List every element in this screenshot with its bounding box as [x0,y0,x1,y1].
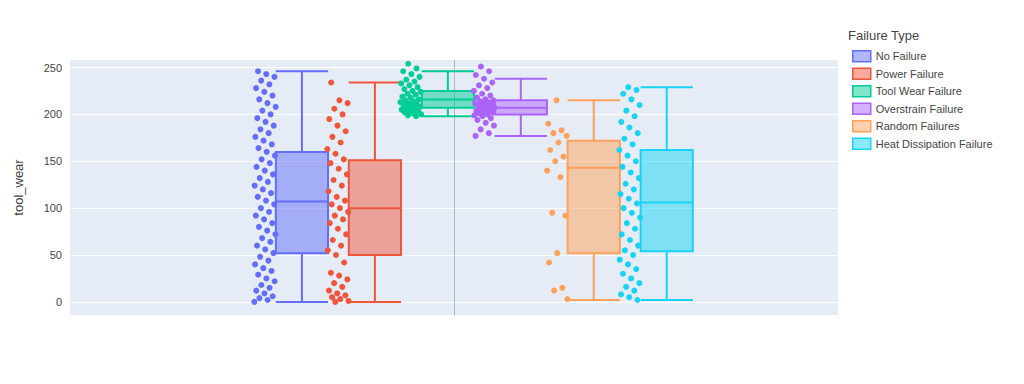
svg-text:Random Failures: Random Failures [876,120,960,132]
svg-text:Power Failure: Power Failure [876,68,944,80]
svg-text:Heat Dissipation Failure: Heat Dissipation Failure [876,138,993,150]
svg-text:Overstrain Failure: Overstrain Failure [876,103,963,115]
svg-text:50: 50 [50,249,62,261]
svg-text:0: 0 [56,296,62,308]
svg-text:Failure Type: Failure Type [848,28,919,43]
svg-text:200: 200 [44,108,62,120]
svg-text:150: 150 [44,155,62,167]
svg-text:250: 250 [44,62,62,74]
svg-text:Tool Wear Failure: Tool Wear Failure [876,85,962,97]
svg-text:100: 100 [44,202,62,214]
svg-text:tool_wear: tool_wear [11,159,26,216]
svg-text:No Failure: No Failure [876,50,927,62]
